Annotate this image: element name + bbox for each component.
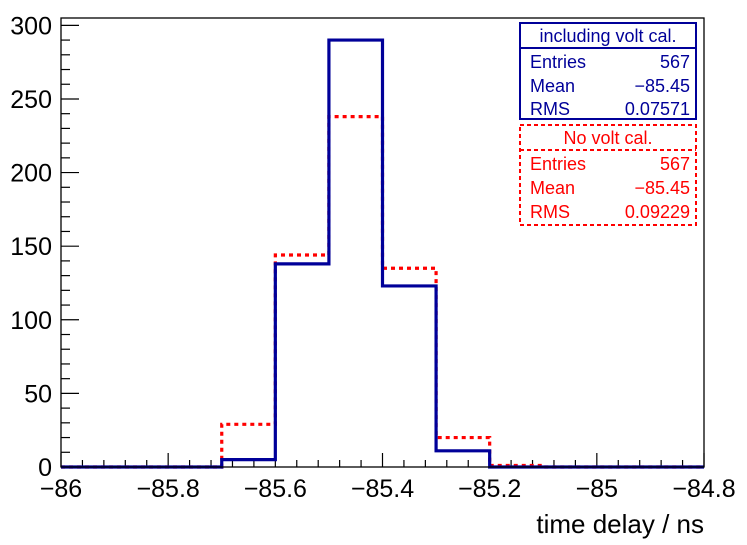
x-tick-label: −86 bbox=[40, 475, 82, 503]
x-tick-label: −85.2 bbox=[458, 475, 521, 503]
stat-entries-label: Entries bbox=[530, 154, 586, 174]
stat-mean-value: −85.45 bbox=[634, 178, 690, 198]
plot-frame bbox=[60, 17, 705, 468]
x-axis-title: time delay / ns bbox=[536, 509, 704, 539]
stats-box-no-volt-cal: No volt cal. Entries 567 Mean −85.45 RMS… bbox=[519, 124, 697, 226]
x-tick-label: −85 bbox=[576, 475, 618, 503]
y-tick-label: 150 bbox=[10, 233, 52, 261]
y-tick-label: 200 bbox=[10, 160, 52, 188]
stats-box-including-volt-cal: including volt cal. Entries 567 Mean −85… bbox=[519, 22, 697, 120]
x-tick-label: −85.8 bbox=[137, 475, 200, 503]
stat-entries-value: 567 bbox=[660, 52, 690, 72]
x-tick-labels: −86 −85.8 −85.6 −85.4 −85.2 −85 −84.8 bbox=[40, 475, 736, 503]
stat-mean-label: Mean bbox=[530, 76, 575, 96]
y-tick-labels: 0 50 100 150 200 250 300 bbox=[10, 12, 52, 482]
stats-box-title: including volt cal. bbox=[539, 26, 676, 46]
y-tick-label: 0 bbox=[38, 454, 52, 482]
stat-rms-label: RMS bbox=[530, 99, 570, 119]
stats-box-title: No volt cal. bbox=[563, 128, 652, 148]
y-tick-label: 300 bbox=[10, 12, 52, 40]
y-tick-label: 50 bbox=[24, 380, 52, 408]
stats-box-frame bbox=[519, 124, 697, 226]
stat-rms-value: 0.07571 bbox=[625, 99, 690, 119]
stat-rms-label: RMS bbox=[530, 202, 570, 222]
y-tick-label: 250 bbox=[10, 86, 52, 114]
y-tick-label: 100 bbox=[10, 307, 52, 335]
stat-mean-value: −85.45 bbox=[634, 76, 690, 96]
stats-box-frame bbox=[519, 22, 697, 120]
stat-mean-label: Mean bbox=[530, 178, 575, 198]
stat-entries-value: 567 bbox=[660, 154, 690, 174]
stat-rms-value: 0.09229 bbox=[625, 202, 690, 222]
x-tick-label: −85.4 bbox=[351, 475, 414, 503]
x-tick-label: −84.8 bbox=[672, 475, 735, 503]
stat-entries-label: Entries bbox=[530, 52, 586, 72]
x-tick-label: −85.6 bbox=[244, 475, 307, 503]
